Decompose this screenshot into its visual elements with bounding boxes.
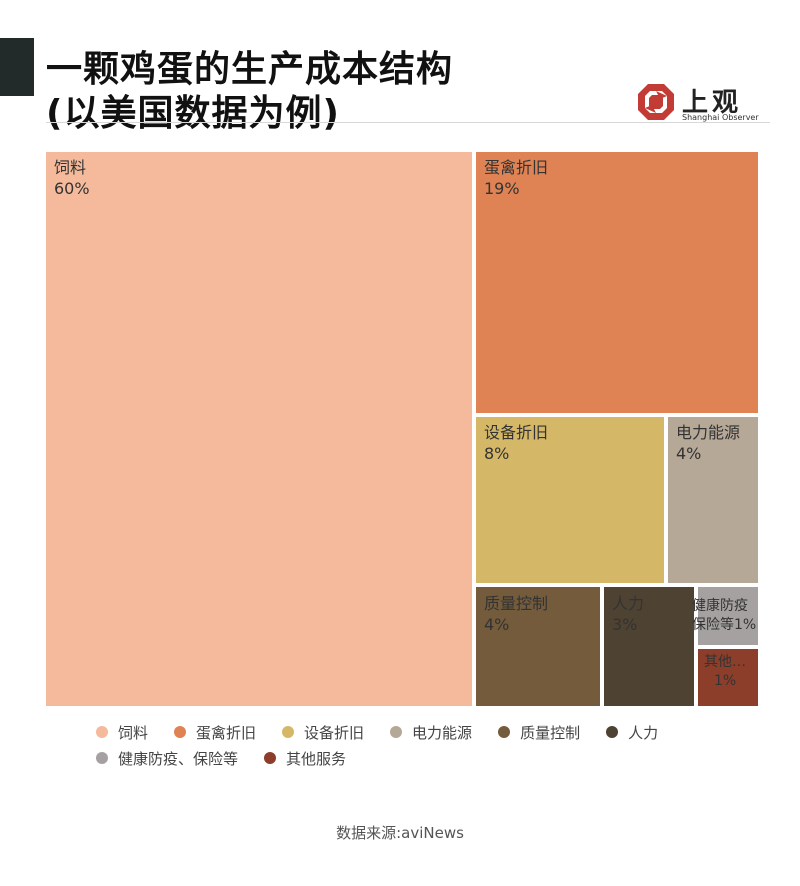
- legend-item-5: 质量控制: [498, 722, 580, 742]
- tile-value: 3%: [612, 615, 638, 634]
- legend-label: 饲料: [118, 723, 149, 742]
- legend-label: 设备折旧: [304, 723, 365, 742]
- tile-value: 19%: [484, 179, 520, 198]
- legend-label: 人力: [628, 723, 659, 742]
- legend-item-1: 饲料: [96, 722, 148, 742]
- legend-item-7: 健康防疫、保险等: [96, 748, 238, 768]
- treemap-tile-8: 其他… 1%: [696, 647, 760, 708]
- treemap-tile-1: 饲料 60%: [44, 150, 474, 708]
- treemap-chart: 饲料 60% 蛋禽折旧 19% 设备折旧 8% 电力能源 4% 质量控制 4% 人力 3% 健康防疫 保险…: [44, 150, 760, 708]
- treemap-tile-7: 健康防疫 保险等1%: [692, 585, 760, 647]
- data-source: 数据来源:aviNews: [336, 824, 464, 842]
- title-accent-bar: [0, 38, 34, 96]
- tile-value: 8%: [484, 444, 510, 463]
- chart-title: 一颗鸡蛋的生产成本结构: [46, 49, 454, 90]
- treemap-tile-4: 电力能源 4%: [666, 415, 760, 585]
- tile-label: 饲料 60%: [54, 158, 90, 198]
- legend-item-4: 电力能源: [390, 722, 472, 742]
- legend-label: 质量控制: [520, 723, 581, 742]
- legend-label: 蛋禽折旧: [196, 723, 257, 742]
- shanghai-observer-logo: 上观 Shanghai Observer: [634, 80, 764, 126]
- legend-swatch: [174, 726, 187, 738]
- legend-swatch: [390, 726, 403, 738]
- legend-label: 健康防疫、保险等: [118, 749, 239, 768]
- tile-label: 人力 3%: [612, 594, 645, 634]
- treemap-tile-3: 设备折旧 8%: [474, 415, 666, 585]
- tile-value: 4%: [484, 615, 510, 634]
- title-divider: [46, 122, 770, 123]
- tile-label: 设备折旧 8%: [484, 423, 549, 463]
- tile-value: 1%: [714, 673, 737, 689]
- tile-label: 电力能源 4%: [676, 423, 741, 463]
- legend-item-3: 设备折旧: [282, 722, 364, 742]
- logo-emblem-icon: [638, 84, 674, 120]
- tile-label: 健康防疫 保险等1%: [692, 598, 757, 633]
- legend-label: 电力能源: [412, 723, 473, 742]
- tile-value: 60%: [54, 179, 90, 198]
- tile-label: 质量控制 4%: [484, 594, 549, 634]
- tile-value: 4%: [676, 444, 702, 463]
- legend-swatch: [282, 726, 295, 738]
- treemap-tile-6: 人力 3%: [602, 585, 696, 708]
- legend-swatch: [96, 726, 108, 738]
- legend-item-2: 蛋禽折旧: [174, 722, 256, 742]
- chart-legend: 饲料 蛋禽折旧 设备折旧 电力能源 质量控制 人力健康防疫、保险等 其他服务: [96, 722, 756, 768]
- legend-swatch: [606, 726, 619, 738]
- logo-subtitle: Shanghai Observer: [682, 113, 759, 122]
- logo-name: 上观: [682, 88, 743, 118]
- tile-label: 其他… 1%: [704, 654, 746, 689]
- legend-swatch: [96, 752, 108, 764]
- treemap-tile-5: 质量控制 4%: [474, 585, 602, 708]
- legend-swatch: [264, 752, 277, 764]
- chart-subtitle: (以美国数据为例): [46, 93, 340, 134]
- treemap-tile-2: 蛋禽折旧 19%: [474, 150, 760, 415]
- legend-item-8: 其他服务: [264, 748, 346, 768]
- tile-label: 蛋禽折旧 19%: [484, 158, 549, 198]
- legend-label: 其他服务: [286, 749, 347, 768]
- legend-swatch: [498, 726, 511, 738]
- legend-item-6: 人力: [606, 722, 658, 742]
